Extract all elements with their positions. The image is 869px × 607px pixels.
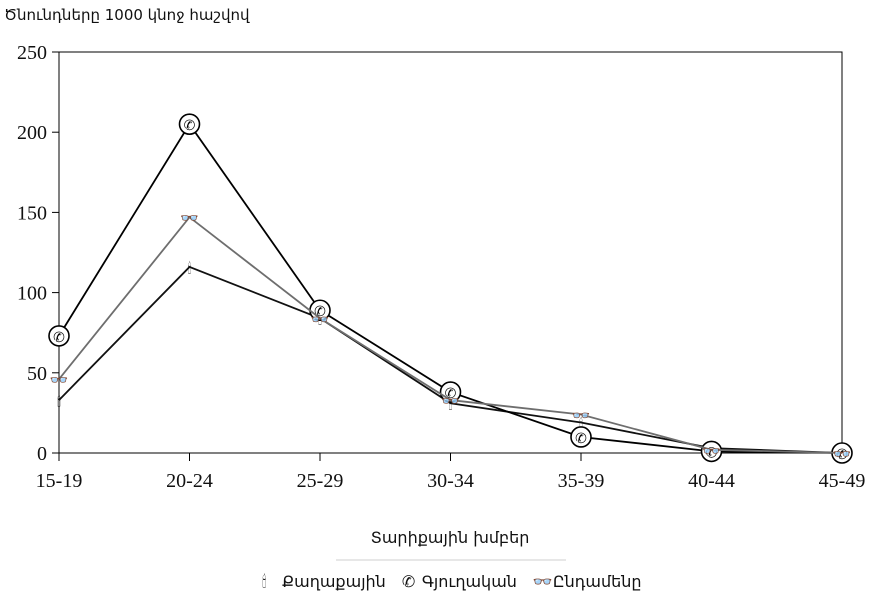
data-point: 🕯 xyxy=(579,416,583,433)
legend: 🕯 Քաղաքային ✆ Գյուղական 👓 Ընդամենը xyxy=(262,572,642,591)
series-1: 🕯🕯🕯🕯🕯🕯🕯 xyxy=(57,260,844,463)
candle-icon: 🕯 xyxy=(262,572,267,591)
legend-label: Գյուղական xyxy=(422,572,517,591)
legend-item: 👓 Ընդամենը xyxy=(533,572,642,591)
glasses-icon: 👓 xyxy=(572,407,591,425)
x-axis-title: Տարիքային խմբեր xyxy=(371,528,530,547)
series-lines: 🕯🕯🕯🕯🕯🕯🕯✆✆✆✆✆✆✆👓👓👓👓👓👓👓 xyxy=(48,113,853,464)
legend-item: ✆ Գյուղական xyxy=(402,572,517,591)
phone-icon: ✆ xyxy=(184,118,196,134)
x-tick-label: 45-49 xyxy=(819,470,866,492)
phone-icon: ✆ xyxy=(314,304,326,320)
x-tick-label: 15-19 xyxy=(36,470,83,492)
y-tick-label: 50 xyxy=(27,363,47,385)
legend-label: Քաղաքային xyxy=(282,572,386,591)
series-line xyxy=(58,265,843,454)
candle-icon: 🕯 xyxy=(57,393,61,410)
legend-label: Ընդամենը xyxy=(553,572,642,591)
data-point: ✆ xyxy=(48,325,70,347)
glasses-icon: 👓 xyxy=(50,371,69,389)
data-point: 👓 xyxy=(180,209,199,227)
x-tick-label: 25-29 xyxy=(297,470,344,492)
data-point: ✆ xyxy=(700,440,723,463)
data-point: 👓 xyxy=(572,407,591,425)
glasses-icon: 👓 xyxy=(702,442,721,460)
data-point: 🕯 xyxy=(57,393,61,410)
x-tick-label: 30-34 xyxy=(427,470,474,492)
x-tick-label: 35-39 xyxy=(558,470,605,492)
data-point: 👓 xyxy=(702,442,721,460)
glasses-icon: 👓 xyxy=(441,392,460,410)
y-axis-title: Ծնունդները 1000 կնոջ հաշվով xyxy=(4,6,250,24)
glasses-icon: 👓 xyxy=(833,445,852,463)
series-3: 👓 👓 👓 👓 👓 👓 👓 xyxy=(50,209,852,463)
candle-icon: 🕯 xyxy=(579,416,583,433)
y-tick-label: 200 xyxy=(17,122,47,144)
data-point: ✆ xyxy=(178,113,201,135)
glasses-icon: 👓 xyxy=(311,310,330,328)
data-point: 🕯 xyxy=(449,396,453,413)
glasses-icon: 👓 xyxy=(533,572,553,591)
legend-item: 🕯 Քաղաքային xyxy=(262,572,386,591)
phone-icon: ✆ xyxy=(575,431,587,447)
x-tick-label: 20-24 xyxy=(166,470,213,492)
data-point: 👓 xyxy=(50,371,69,389)
data-point: ✆ xyxy=(570,426,592,448)
y-tick-label: 0 xyxy=(37,443,47,465)
data-point: 🕯 xyxy=(188,260,192,277)
axes: 0 50 100 150 200 250 15-19 20-24 25-29 30-34 35-39… xyxy=(17,42,865,492)
glasses-icon: 👓 xyxy=(180,209,199,227)
candle-icon: 🕯 xyxy=(188,260,192,277)
y-tick-label: 100 xyxy=(17,283,47,305)
series-line xyxy=(58,215,843,454)
x-tick-label: 40-44 xyxy=(688,470,735,492)
phone-icon: ✆ xyxy=(402,572,415,591)
y-tick-label: 250 xyxy=(17,42,47,64)
phone-icon: ✆ xyxy=(53,330,65,346)
phone-icon: ✆ xyxy=(836,447,848,463)
data-point: 👓 xyxy=(311,310,330,328)
data-point: 👓 xyxy=(833,445,852,463)
phone-icon: ✆ xyxy=(445,386,457,402)
data-point: 👓 xyxy=(441,392,460,410)
candle-icon: 🕯 xyxy=(449,396,453,413)
phone-icon: ✆ xyxy=(706,445,718,461)
y-tick-label: 150 xyxy=(17,202,47,224)
